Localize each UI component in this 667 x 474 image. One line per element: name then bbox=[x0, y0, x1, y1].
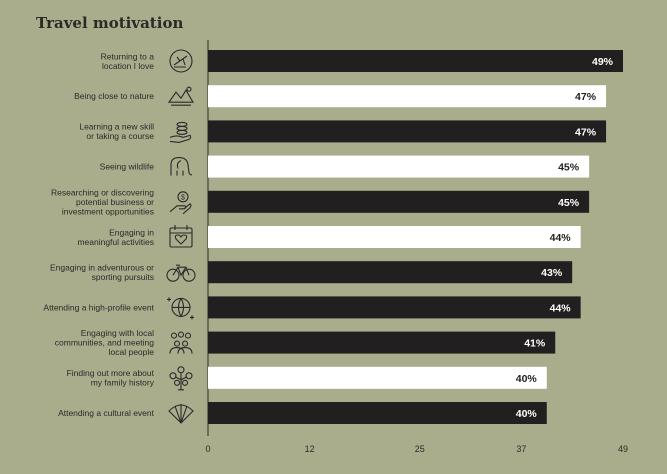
hand-coins-icon bbox=[169, 121, 192, 143]
bar bbox=[208, 331, 556, 354]
calendar-heart-icon bbox=[169, 225, 193, 248]
bar bbox=[208, 190, 590, 213]
bar bbox=[208, 120, 607, 143]
x-tick-label: 0 bbox=[205, 444, 210, 454]
elephant-icon bbox=[170, 157, 193, 176]
category-label: Engaging with local communities, and meet… bbox=[55, 328, 154, 357]
bicycle-icon bbox=[166, 264, 196, 282]
category-label: Researching or discovering potential busi… bbox=[51, 187, 154, 216]
x-tick-label: 12 bbox=[305, 444, 315, 454]
x-tick-label: 49 bbox=[618, 444, 628, 454]
data-label: 41% bbox=[524, 338, 546, 350]
bar bbox=[208, 226, 581, 248]
category-label: Engaging in meaningful activities bbox=[77, 227, 154, 247]
bar bbox=[208, 155, 590, 178]
mountains-icon bbox=[167, 86, 194, 106]
x-tick-label: 25 bbox=[415, 444, 425, 454]
page-title: Travel motivation bbox=[36, 14, 184, 32]
x-tick-label: 37 bbox=[516, 444, 526, 454]
data-label: 45% bbox=[558, 162, 580, 174]
plane-circle-icon bbox=[169, 49, 193, 73]
category-label: Being close to nature bbox=[74, 91, 154, 101]
data-label: 40% bbox=[516, 408, 538, 420]
data-label: 49% bbox=[592, 56, 614, 68]
data-label: 45% bbox=[558, 197, 580, 209]
bar bbox=[208, 85, 607, 108]
data-label: 40% bbox=[516, 373, 538, 385]
bar bbox=[208, 50, 623, 72]
bar bbox=[208, 366, 547, 389]
category-label: Finding out more about my family history bbox=[67, 368, 155, 388]
data-label: 44% bbox=[550, 302, 572, 314]
category-label: Attending a cultural event bbox=[58, 408, 155, 418]
category-label: Learning a new skill or taking a course bbox=[79, 122, 154, 142]
svg-text:$: $ bbox=[181, 194, 185, 201]
category-label: Engaging in adventurous or sporting pursu… bbox=[50, 262, 154, 282]
people-group-icon bbox=[169, 331, 193, 354]
bar bbox=[208, 261, 573, 284]
data-label: 47% bbox=[575, 91, 597, 103]
bar bbox=[208, 402, 547, 424]
data-label: 47% bbox=[575, 126, 597, 138]
category-label: Attending a high-profile event bbox=[43, 302, 154, 312]
data-label: 43% bbox=[541, 267, 563, 279]
family-tree-icon bbox=[169, 366, 193, 391]
category-label: Returning to a location I love bbox=[101, 51, 155, 71]
globe-sparkle-icon bbox=[167, 297, 194, 320]
bar bbox=[208, 296, 581, 319]
fan-icon bbox=[168, 404, 194, 424]
hand-dollar-icon: $ bbox=[169, 191, 192, 215]
data-label: 44% bbox=[550, 232, 572, 244]
category-label: Seeing wildlife bbox=[100, 162, 155, 172]
